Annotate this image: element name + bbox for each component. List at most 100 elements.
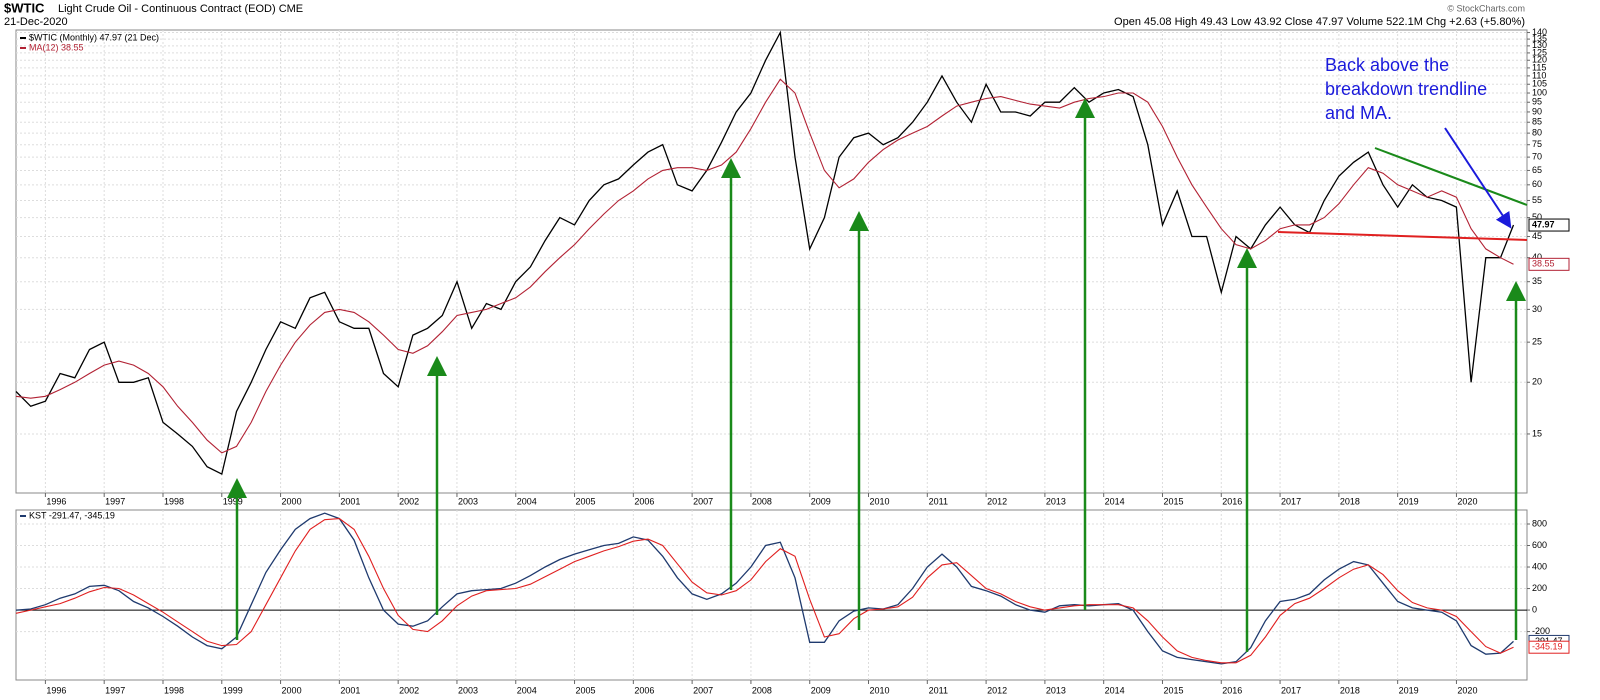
- y-tick-label: 75: [1532, 139, 1542, 149]
- y-tick-label: 65: [1532, 165, 1542, 175]
- x-tick-label: 1996: [46, 685, 66, 695]
- x-tick-label: 2010: [869, 496, 889, 506]
- x-tick-label: 2003: [458, 496, 478, 506]
- x-tick-label: 2012: [987, 685, 1007, 695]
- y-tick-label: 115: [1532, 62, 1546, 72]
- x-tick-label: 2014: [1105, 496, 1125, 506]
- y-tick-label: 45: [1532, 231, 1542, 241]
- annotation: and MA.: [1325, 103, 1392, 123]
- x-tick-label: 2009: [811, 496, 831, 506]
- y-tick-label: 140: [1532, 27, 1547, 37]
- x-tick-label: 2001: [340, 496, 360, 506]
- last-value-label: 38.55: [1532, 259, 1555, 269]
- x-tick-label: 1999: [223, 685, 243, 695]
- series-line: [15, 512, 1514, 665]
- x-tick-label: 1996: [46, 496, 66, 506]
- y-tick-label: 15: [1532, 428, 1542, 438]
- x-tick-label: 1997: [105, 496, 125, 506]
- x-tick-label: 2013: [1046, 685, 1066, 695]
- y-tick-label: 85: [1532, 117, 1542, 127]
- x-tick-label: 1998: [164, 685, 184, 695]
- x-tick-label: 1997: [105, 685, 125, 695]
- x-tick-label: 2001: [340, 685, 360, 695]
- y-tick-label: 40: [1532, 252, 1542, 262]
- price-panel: [15, 29, 1528, 494]
- date: 21-Dec-2020: [4, 16, 68, 28]
- y-tick-label: 90: [1532, 106, 1542, 116]
- y-tick-label: 50: [1532, 212, 1542, 222]
- x-tick-label: 2006: [634, 685, 654, 695]
- x-tick-label: 2020: [1457, 496, 1477, 506]
- quote: Open 45.08 High 49.43 Low 43.92 Close 47…: [1114, 16, 1525, 28]
- x-tick-label: 2015: [1163, 685, 1183, 695]
- last-value-label: 47.97: [1532, 219, 1555, 229]
- x-tick-label: 2014: [1105, 685, 1125, 695]
- x-tick-label: 2009: [811, 685, 831, 695]
- subtitle: Light Crude Oil - Continuous Contract (E…: [58, 3, 303, 15]
- legend-label: MA(12) 38.55: [29, 42, 84, 52]
- y-tick-label: 105: [1532, 79, 1547, 89]
- y-tick-label: 70: [1532, 151, 1542, 161]
- x-tick-label: 2000: [282, 496, 302, 506]
- x-tick-label: 2008: [752, 496, 772, 506]
- symbol: $WTIC: [4, 0, 45, 15]
- x-tick-label: 2013: [1046, 496, 1066, 506]
- x-tick-label: 2006: [634, 496, 654, 506]
- y-tick-label: 135: [1532, 33, 1547, 43]
- x-tick-label: 2002: [399, 496, 419, 506]
- annotation-arrows: [227, 98, 1526, 652]
- last-value-box: [1528, 640, 1570, 654]
- y-tick-label: -200: [1532, 626, 1550, 636]
- plot: 1996 1997 1998 1999 2000 2001 2002 2003 2004 2005…: [15, 27, 1570, 695]
- trendline: [1374, 147, 1528, 206]
- copyright: © StockCharts.com: [1447, 3, 1525, 13]
- x-tick-label: 2000: [282, 685, 302, 695]
- y-tick-label: 20: [1532, 377, 1542, 387]
- x-tick-label: 2004: [517, 685, 537, 695]
- x-tick-label: 2007: [693, 685, 713, 695]
- x-tick-label: 2019: [1399, 496, 1419, 506]
- x-tick-label: 2018: [1340, 685, 1360, 695]
- x-tick-label: 2010: [869, 685, 889, 695]
- x-tick-label: 2004: [517, 496, 537, 506]
- arrow: [1444, 127, 1512, 229]
- annotation: breakdown trendline: [1325, 79, 1487, 99]
- y-tick-label: 125: [1532, 47, 1547, 57]
- y-tick-label: 110: [1532, 70, 1546, 80]
- y-tick-label: 400: [1532, 561, 1547, 571]
- legend-label: KST -291.47, -345.19: [29, 510, 115, 520]
- x-tick-label: 2016: [1222, 685, 1242, 695]
- x-tick-label: 2016: [1222, 496, 1242, 506]
- y-tick-label: 120: [1532, 55, 1547, 65]
- y-tick-label: 25: [1532, 337, 1542, 347]
- x-tick-label: 2017: [1281, 685, 1301, 695]
- x-tick-label: 2005: [576, 496, 596, 506]
- y-tick-label: 200: [1532, 583, 1547, 593]
- x-tick-label: 2003: [458, 685, 478, 695]
- x-tick-label: 2007: [693, 496, 713, 506]
- series-line: [15, 78, 1514, 454]
- y-tick-label: 100: [1532, 87, 1547, 97]
- x-tick-label: 2015: [1163, 496, 1183, 506]
- annotation: Back above the: [1325, 55, 1449, 75]
- last-value-box: [1528, 218, 1570, 232]
- y-tick-label: 30: [1532, 304, 1542, 314]
- x-tick-label: 2011: [929, 496, 948, 506]
- y-tick-label: 0: [1532, 604, 1537, 614]
- y-tick-label: 55: [1532, 195, 1542, 205]
- x-tick-label: 2018: [1340, 496, 1360, 506]
- x-tick-label: 2020: [1457, 685, 1477, 695]
- trendline: [1277, 231, 1528, 241]
- x-tick-label: 2011: [929, 685, 948, 695]
- x-tick-label: 2008: [752, 685, 772, 695]
- last-value-box: [1528, 257, 1570, 271]
- series-line: [15, 518, 1514, 664]
- y-tick-label: 80: [1532, 127, 1542, 137]
- x-tick-label: 2012: [987, 496, 1007, 506]
- x-tick-label: 2005: [576, 685, 596, 695]
- y-tick-label: 130: [1532, 40, 1547, 50]
- x-tick-label: 1998: [164, 496, 184, 506]
- last-value-label: -345.19: [1532, 642, 1563, 652]
- kst-panel: [15, 509, 1528, 681]
